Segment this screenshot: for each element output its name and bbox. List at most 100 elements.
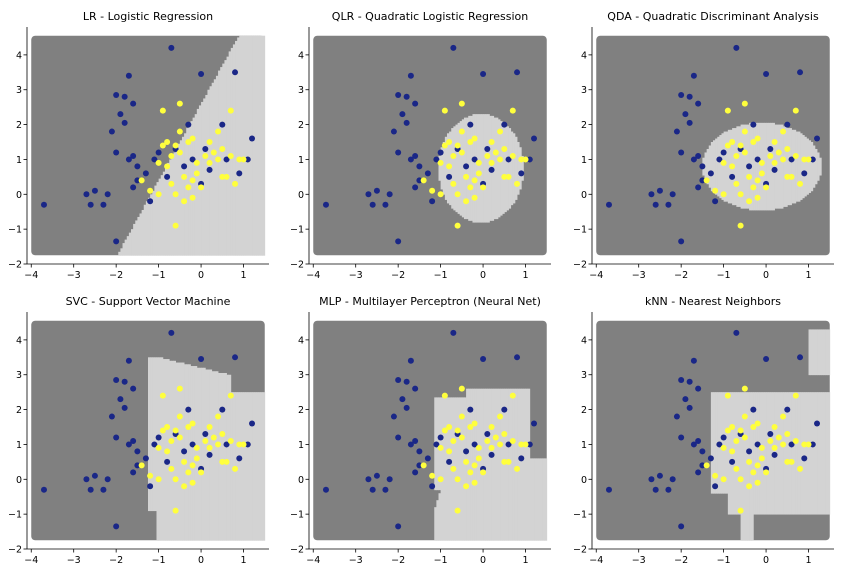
- point-class0: [236, 170, 243, 177]
- point-class1: [155, 159, 162, 166]
- region-cell: [810, 392, 814, 515]
- point-class1: [155, 191, 162, 198]
- region-cell: [453, 126, 456, 211]
- point-class0: [801, 170, 808, 177]
- point-class0: [403, 93, 410, 100]
- region-cell: [763, 392, 767, 515]
- point-class0: [763, 356, 770, 363]
- point-class1: [193, 444, 200, 451]
- x-tick-label: 0: [480, 555, 486, 566]
- region-cell: [783, 392, 786, 515]
- region-cell: [757, 392, 761, 515]
- point-class0: [185, 121, 192, 128]
- point-class1: [185, 139, 192, 146]
- y-tick-label: 3: [298, 370, 304, 381]
- point-class0: [450, 329, 457, 336]
- y-tick-label: −2: [573, 260, 587, 271]
- region-cell: [814, 148, 818, 185]
- point-class0: [531, 420, 538, 427]
- region-cell: [235, 40, 238, 256]
- point-class1: [467, 184, 474, 191]
- region-cell: [791, 129, 795, 204]
- point-class0: [244, 156, 251, 163]
- panel-2: QLR - Quadratic Logistic Regression −4 −3 −…: [290, 10, 551, 281]
- y-tick-label: 0: [298, 475, 304, 486]
- point-class0: [117, 111, 124, 118]
- region-cell: [487, 388, 490, 541]
- region-cell: [245, 35, 249, 256]
- region-cell: [502, 122, 505, 214]
- region-cell: [237, 37, 240, 256]
- region-cell: [152, 190, 155, 256]
- point-class0: [488, 166, 495, 173]
- point-class1: [172, 142, 179, 149]
- point-class1: [437, 159, 444, 166]
- y-tick-label: 1: [16, 155, 22, 166]
- point-class1: [463, 483, 470, 490]
- point-class1: [488, 444, 495, 451]
- region-cell: [485, 114, 488, 223]
- point-class0: [733, 44, 740, 51]
- region-cell: [222, 372, 225, 541]
- y-tick-label: 3: [16, 85, 22, 96]
- point-class1: [467, 424, 474, 431]
- point-class0: [788, 441, 795, 448]
- region-cell: [795, 392, 799, 515]
- point-class0: [707, 455, 714, 462]
- point-class1: [189, 177, 196, 184]
- point-class1: [458, 413, 465, 420]
- decision-region-class1: [702, 122, 822, 211]
- point-class0: [652, 486, 659, 493]
- point-class1: [758, 170, 765, 177]
- region-cell: [531, 458, 535, 541]
- region-cell: [721, 392, 725, 494]
- region-cell: [823, 392, 826, 515]
- region-cell: [766, 122, 769, 211]
- point-class1: [497, 441, 504, 448]
- point-class1: [737, 222, 744, 229]
- point-class1: [746, 483, 753, 490]
- region-cell: [169, 360, 172, 541]
- point-class1: [420, 177, 427, 184]
- region-cell: [491, 388, 495, 541]
- point-class1: [720, 191, 727, 198]
- region-cell: [215, 75, 219, 256]
- region-cell: [495, 388, 499, 541]
- point-class1: [172, 427, 179, 434]
- point-class1: [176, 128, 183, 135]
- y-tick-label: −1: [290, 225, 304, 236]
- y-tick-label: −2: [573, 545, 587, 556]
- point-class1: [488, 139, 495, 146]
- x-tick-label: 1: [806, 555, 812, 566]
- point-class0: [784, 406, 791, 413]
- point-class1: [733, 465, 740, 472]
- region-cell: [480, 388, 484, 541]
- point-class1: [189, 479, 196, 486]
- region-cell: [504, 388, 507, 541]
- region-cell: [514, 136, 518, 200]
- region-cell: [761, 392, 765, 515]
- point-class1: [497, 156, 504, 163]
- y-tick-label: 0: [16, 190, 22, 201]
- region-cell: [243, 35, 247, 256]
- point-class0: [155, 149, 162, 156]
- point-class0: [471, 441, 478, 448]
- point-class0: [446, 173, 453, 180]
- point-class0: [365, 476, 372, 483]
- point-class1: [219, 458, 226, 465]
- region-cell: [485, 388, 488, 541]
- region-cell: [514, 388, 518, 541]
- point-class0: [164, 173, 171, 180]
- region-cell: [470, 388, 473, 541]
- point-class0: [151, 441, 158, 448]
- region-cell: [239, 35, 242, 256]
- point-class1: [754, 420, 761, 427]
- point-class0: [108, 128, 115, 135]
- point-class1: [703, 462, 710, 469]
- region-cell: [124, 239, 128, 256]
- point-class0: [395, 91, 402, 98]
- region-cell: [504, 124, 507, 213]
- point-class0: [678, 434, 685, 441]
- point-class0: [100, 201, 107, 208]
- point-class1: [733, 152, 740, 159]
